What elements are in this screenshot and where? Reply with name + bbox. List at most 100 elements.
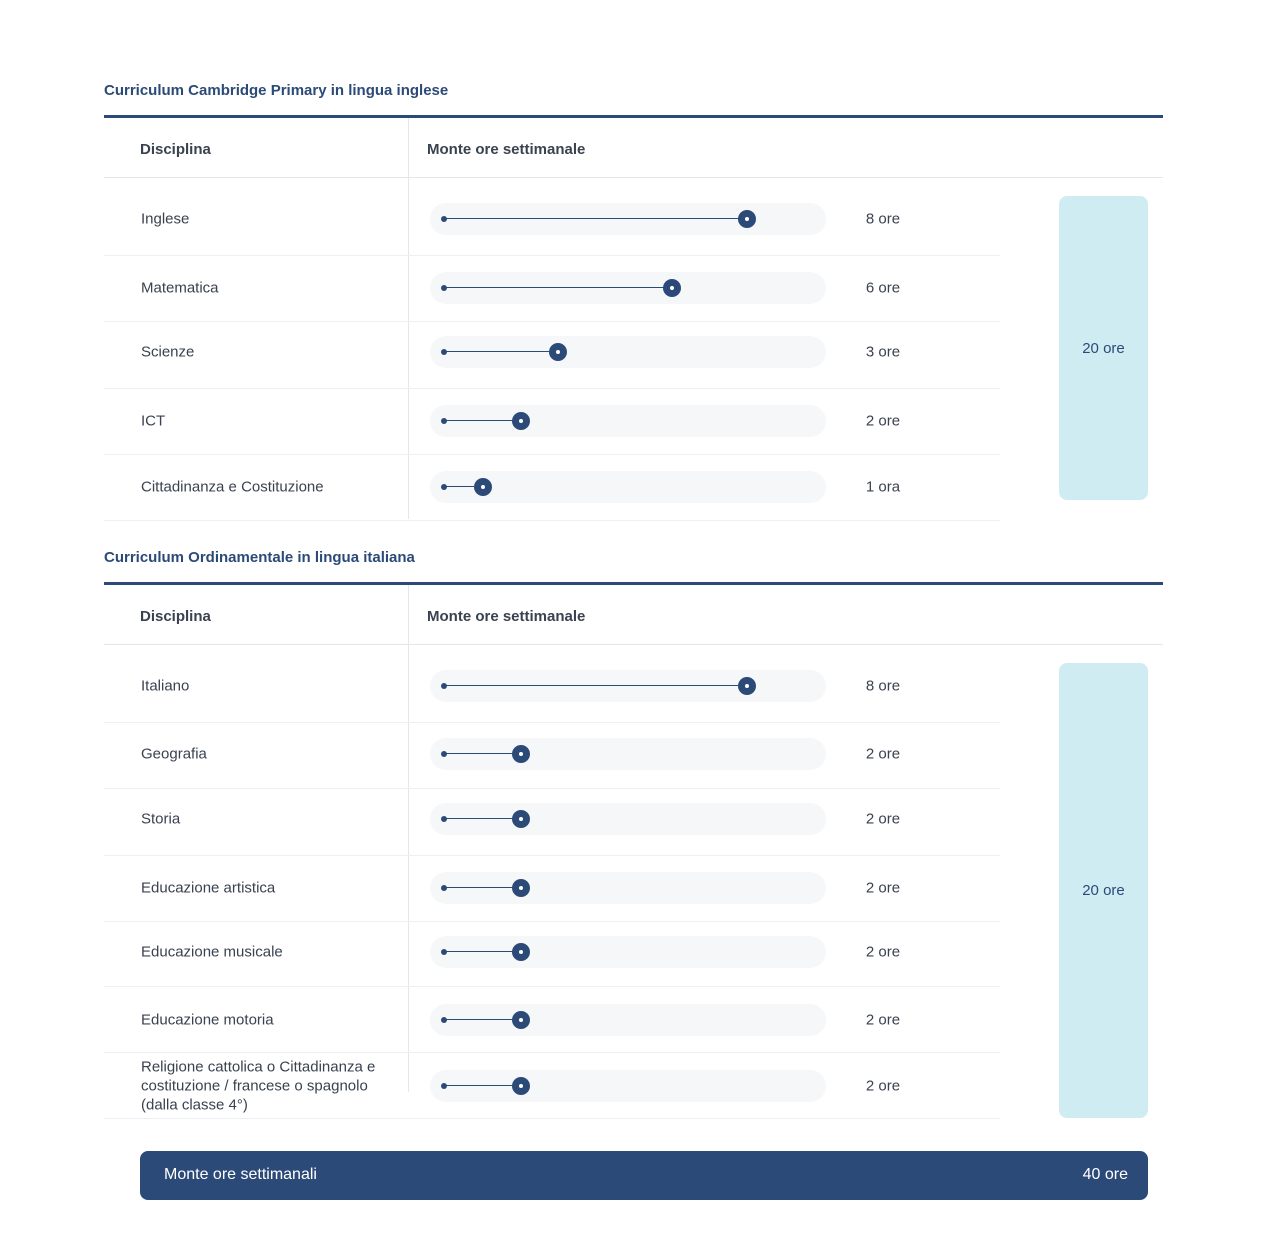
hours-slider-fill xyxy=(444,753,521,754)
hours-value: 8 ore xyxy=(865,677,901,695)
hours-value: 8 ore xyxy=(865,210,901,228)
hours-value: 2 ore xyxy=(865,879,901,897)
section-total: 20 ore xyxy=(1059,663,1148,1118)
subject-name: ICT xyxy=(141,412,166,430)
hours-slider xyxy=(430,1070,826,1102)
hours-slider-knob xyxy=(511,810,530,828)
hours-slider-fill xyxy=(444,420,521,421)
hours-slider-knob xyxy=(511,745,530,763)
hours-slider-knob xyxy=(549,343,568,361)
hours-value: 2 ore xyxy=(865,810,901,828)
subject-name: Scienze xyxy=(141,343,195,361)
section-title: Curriculum Cambridge Primary in lingua i… xyxy=(104,82,449,99)
hours-slider-fill xyxy=(444,486,483,487)
header-divider xyxy=(104,177,1163,178)
row-divider xyxy=(104,921,1000,922)
hours-slider xyxy=(430,738,826,770)
hours-value: 2 ore xyxy=(865,1011,901,1029)
column-header-subject: Disciplina xyxy=(140,141,211,158)
row-divider xyxy=(104,788,1000,789)
subject-name: Educazione musicale xyxy=(141,943,283,961)
hours-slider-start xyxy=(441,949,447,955)
hours-slider-start xyxy=(441,349,447,355)
column-divider xyxy=(408,118,409,519)
hours-value: 2 ore xyxy=(865,1077,901,1095)
hours-slider-fill xyxy=(444,218,747,219)
hours-slider-fill xyxy=(444,818,521,819)
row-divider xyxy=(104,1052,1000,1053)
row-divider xyxy=(104,388,1000,389)
weekly-total-bar: Monte ore settimanali 40 ore xyxy=(140,1151,1148,1200)
hours-slider-start xyxy=(441,683,447,689)
section-total: 20 ore xyxy=(1059,196,1148,500)
subject-name: Cittadinanza e Costituzione xyxy=(141,478,324,496)
hours-slider xyxy=(430,872,826,904)
hours-slider-knob xyxy=(511,1011,530,1029)
column-divider xyxy=(408,585,409,1092)
row-divider xyxy=(104,255,1000,256)
hours-slider-start xyxy=(441,816,447,822)
subject-name: Italiano xyxy=(141,677,190,695)
subject-name: Religione cattolica o Cittadinanza e cos… xyxy=(141,1058,376,1114)
hours-slider-fill xyxy=(444,887,521,888)
hours-slider-knob xyxy=(473,478,492,496)
section-top-rule xyxy=(104,582,1163,585)
subject-name: Educazione motoria xyxy=(141,1011,274,1029)
subject-name: Inglese xyxy=(141,210,190,228)
hours-value: 3 ore xyxy=(865,343,901,361)
hours-slider xyxy=(430,936,826,968)
subject-name: Matematica xyxy=(141,279,219,297)
hours-slider xyxy=(430,471,826,503)
hours-slider xyxy=(430,336,826,368)
row-divider xyxy=(104,855,1000,856)
hours-slider-fill xyxy=(444,351,559,352)
hours-slider-start xyxy=(441,418,447,424)
hours-slider-knob xyxy=(511,879,530,897)
column-header-hours: Monte ore settimanale xyxy=(427,608,586,625)
hours-slider xyxy=(430,203,826,235)
hours-slider xyxy=(430,1004,826,1036)
row-divider xyxy=(104,986,1000,987)
hours-value: 2 ore xyxy=(865,745,901,763)
weekly-total-label: Monte ore settimanali xyxy=(164,1166,317,1183)
hours-slider xyxy=(430,405,826,437)
row-divider xyxy=(104,520,1000,521)
subject-name: Educazione artistica xyxy=(141,879,276,897)
hours-slider xyxy=(430,670,826,702)
hours-value: 2 ore xyxy=(865,412,901,430)
row-divider xyxy=(104,1118,1000,1119)
weekly-total-value: 40 ore xyxy=(1082,1166,1128,1183)
hours-slider-fill xyxy=(444,685,747,686)
hours-value: 6 ore xyxy=(865,279,901,297)
subject-name: Geografia xyxy=(141,745,207,763)
hours-slider-fill xyxy=(444,1085,521,1086)
hours-slider-knob xyxy=(662,279,681,297)
section-top-rule xyxy=(104,115,1163,118)
row-divider xyxy=(104,722,1000,723)
hours-slider-start xyxy=(441,1017,447,1023)
subject-name: Storia xyxy=(141,810,181,828)
hours-slider-start xyxy=(441,216,447,222)
hours-slider-fill xyxy=(444,287,672,288)
section-title: Curriculum Ordinamentale in lingua itali… xyxy=(104,549,415,566)
hours-slider-start xyxy=(441,484,447,490)
hours-slider-knob xyxy=(511,412,530,430)
hours-slider xyxy=(430,272,826,304)
column-header-subject: Disciplina xyxy=(140,608,211,625)
hours-slider-knob xyxy=(738,677,756,695)
hours-slider-knob xyxy=(511,943,530,961)
hours-slider-start xyxy=(441,1083,447,1089)
hours-slider xyxy=(430,803,826,835)
hours-slider-knob xyxy=(738,210,756,228)
hours-slider-fill xyxy=(444,951,521,952)
hours-value: 1 ora xyxy=(865,478,901,496)
hours-slider-fill xyxy=(444,1019,521,1020)
row-divider xyxy=(104,321,1000,322)
column-header-hours: Monte ore settimanale xyxy=(427,141,586,158)
hours-slider-start xyxy=(441,751,447,757)
row-divider xyxy=(104,454,1000,455)
hours-slider-knob xyxy=(511,1077,530,1095)
header-divider xyxy=(104,644,1163,645)
hours-slider-start xyxy=(441,885,447,891)
hours-slider-start xyxy=(441,285,447,291)
